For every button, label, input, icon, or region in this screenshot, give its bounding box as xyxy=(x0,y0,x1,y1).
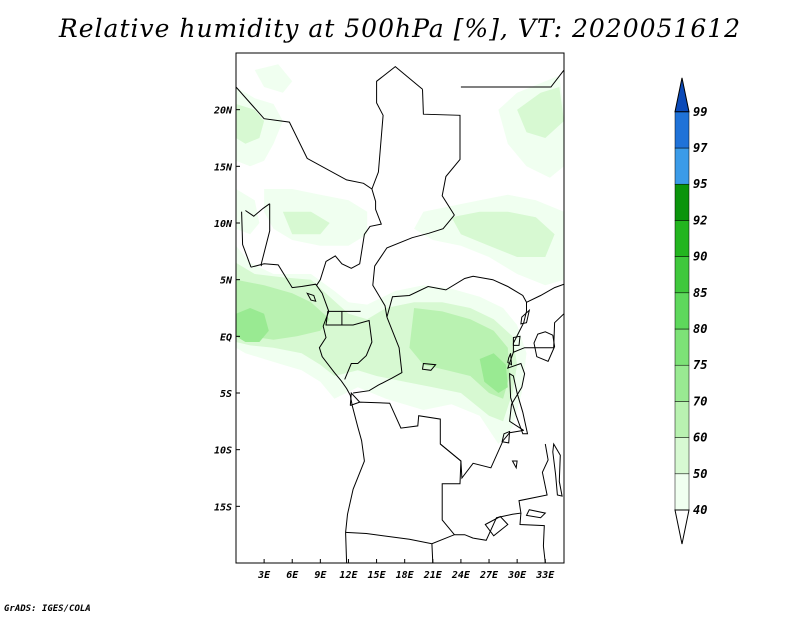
colorbar-segment xyxy=(674,292,690,330)
colorbar-label: 50 xyxy=(693,467,707,481)
country-border-line xyxy=(341,319,373,380)
humidity-region-70 xyxy=(479,353,508,393)
lat-tick-label: 10S xyxy=(214,446,232,457)
colorbar-segment xyxy=(674,328,690,366)
country-border-line xyxy=(519,513,546,563)
map-frame xyxy=(235,52,565,564)
country-border-line xyxy=(372,214,455,318)
colorbar-label: 85 xyxy=(693,286,707,300)
lon-tick-label: 3E xyxy=(257,570,271,581)
country-border-line xyxy=(316,188,382,286)
lake-outline xyxy=(421,362,437,371)
lake-outline xyxy=(520,308,531,325)
lake-outline xyxy=(511,460,518,470)
humidity-region-70 xyxy=(236,308,269,342)
colorbar: 40 50 60 70 75 80 85 90 92 95 97 99 xyxy=(674,77,708,545)
map-title: Relative humidity at 500hPa [%], VT: 202… xyxy=(58,14,742,43)
colorbar-segment xyxy=(674,364,690,402)
lon-tick-label: 27E xyxy=(479,570,499,581)
latitude-axis: 20N 15N 10N 5N EQ 5S 10S 15S xyxy=(213,106,240,513)
humidity-region-40 xyxy=(254,64,293,93)
country-border-line xyxy=(506,352,526,388)
lat-tick-label: 15S xyxy=(214,502,232,513)
country-border-line xyxy=(460,69,564,88)
lat-tick-label: 10N xyxy=(214,219,233,230)
country-border-line xyxy=(473,443,549,541)
humidity-region-50 xyxy=(451,211,555,257)
lake-outline xyxy=(512,335,521,346)
colorbar-label: 75 xyxy=(693,358,707,372)
lake-outline xyxy=(484,515,509,537)
lat-tick-label: 20N xyxy=(213,106,233,117)
colorbar-segment xyxy=(674,401,690,438)
colorbar-segment xyxy=(674,111,690,149)
colorbar-label: 95 xyxy=(693,177,707,191)
country-border-line xyxy=(353,316,403,394)
colorbar-label: 80 xyxy=(693,322,707,336)
colorbar-label: 70 xyxy=(693,394,707,408)
lon-tick-label: 30E xyxy=(507,570,527,581)
lat-tick-label: 15N xyxy=(214,162,233,173)
colorbar-label: 60 xyxy=(693,431,707,445)
colorbar-segment xyxy=(674,437,690,475)
country-border-line xyxy=(439,443,462,536)
country-border-line xyxy=(422,89,461,216)
lake-outline xyxy=(525,509,547,519)
colorbar-segment xyxy=(674,256,690,294)
colorbar-label: 97 xyxy=(693,141,708,155)
colorbar-label: 99 xyxy=(693,105,707,119)
grads-credit: GrADS: IGES/COLA xyxy=(4,604,91,614)
lake-outline xyxy=(507,353,513,366)
lon-tick-label: 15E xyxy=(368,570,387,581)
lake-outline xyxy=(306,292,317,302)
lon-tick-label: 21E xyxy=(423,570,443,581)
lake-outline xyxy=(509,372,529,435)
lake-outline xyxy=(533,331,556,362)
lon-tick-label: 18E xyxy=(396,570,415,581)
country-border-line xyxy=(241,211,252,268)
humidity-region-50 xyxy=(517,87,564,138)
lat-tick-label: 5S xyxy=(220,389,232,400)
colorbar-segment xyxy=(674,147,690,185)
country-border-line xyxy=(509,387,524,431)
lat-tick-label: EQ xyxy=(220,332,232,343)
lat-tick-label: 5N xyxy=(220,276,233,287)
colorbar-segment xyxy=(674,77,690,113)
lake-outline xyxy=(552,442,563,497)
humidity-region-50 xyxy=(236,104,265,144)
country-borders xyxy=(236,65,564,563)
lake-outline xyxy=(501,430,511,444)
colorbar-label: 40 xyxy=(693,503,707,517)
country-border-line xyxy=(386,275,527,318)
lon-tick-label: 9E xyxy=(314,570,327,581)
colorbar-segment xyxy=(674,220,690,257)
country-border-line xyxy=(325,310,361,326)
lon-tick-label: 12E xyxy=(339,570,358,581)
lon-tick-label: 6E xyxy=(286,570,299,581)
lon-tick-label: 24E xyxy=(451,570,471,581)
humidity-region-50 xyxy=(282,211,330,235)
lon-tick-label: 33E xyxy=(535,570,555,581)
coastline xyxy=(250,263,365,563)
map-plot-area xyxy=(236,53,564,563)
colorbar-segment xyxy=(674,183,690,221)
country-border-line xyxy=(526,283,564,303)
colorbar-label: 92 xyxy=(693,213,707,227)
country-border-line xyxy=(512,311,564,353)
country-border-line xyxy=(349,391,361,406)
colorbar-lower-triangle xyxy=(674,509,690,545)
country-border-line xyxy=(245,203,270,217)
colorbar-segment xyxy=(674,473,690,511)
longitude-axis: 3E 6E 9E 12E 15E 18E 21E 24E 27E 30E 33E xyxy=(257,559,555,581)
colorbar-label: 90 xyxy=(693,250,707,264)
